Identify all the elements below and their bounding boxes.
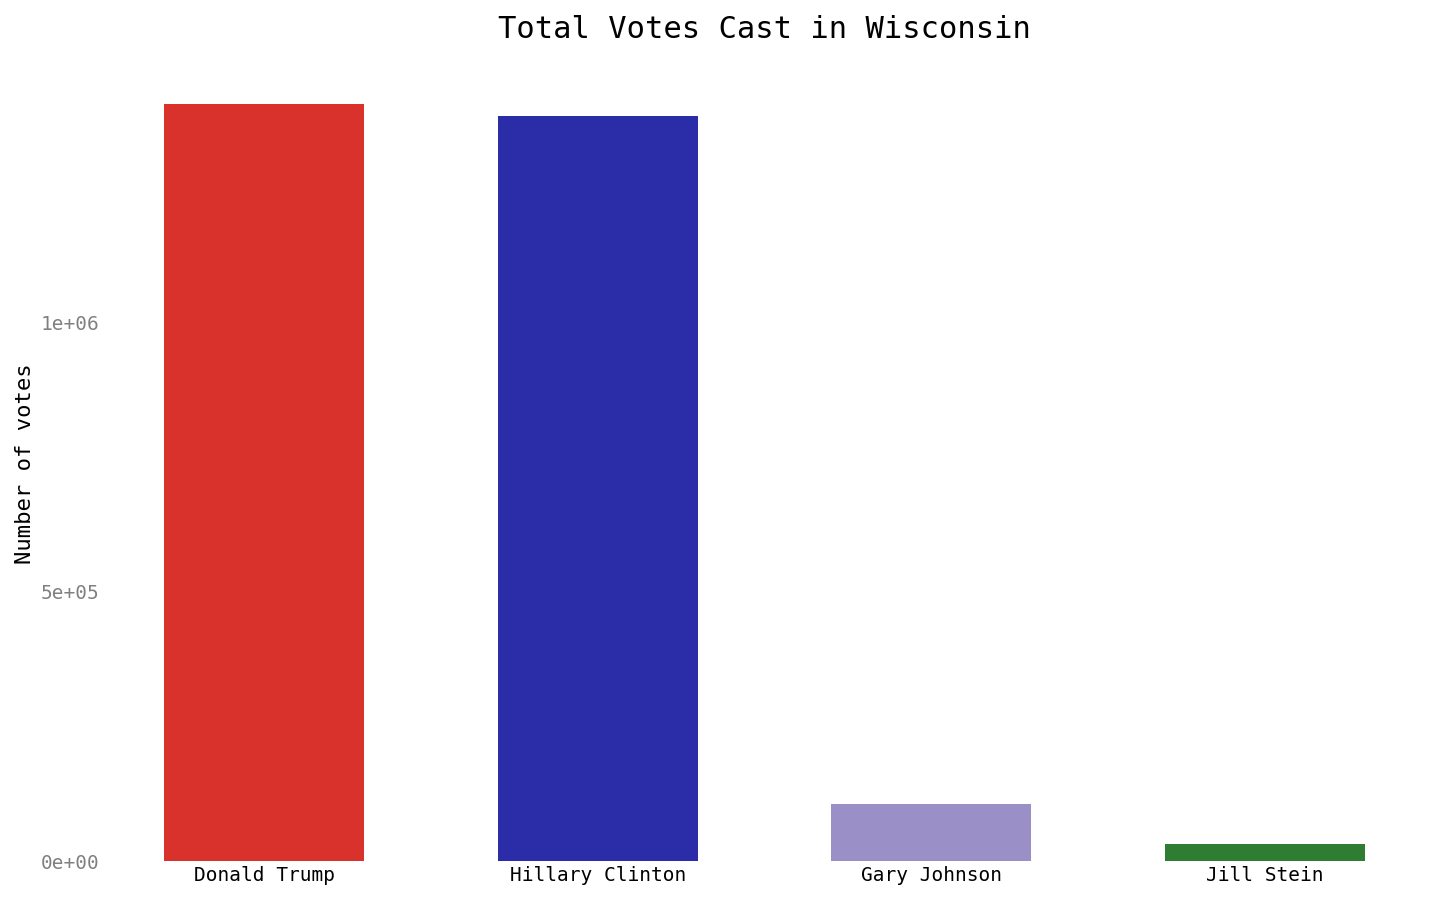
Bar xyxy=(498,116,698,861)
Bar xyxy=(831,804,1031,861)
Y-axis label: Number of votes: Number of votes xyxy=(14,363,35,563)
Bar xyxy=(1165,844,1365,861)
Bar xyxy=(164,104,364,861)
Title: Total Votes Cast in Wisconsin: Total Votes Cast in Wisconsin xyxy=(498,15,1031,44)
